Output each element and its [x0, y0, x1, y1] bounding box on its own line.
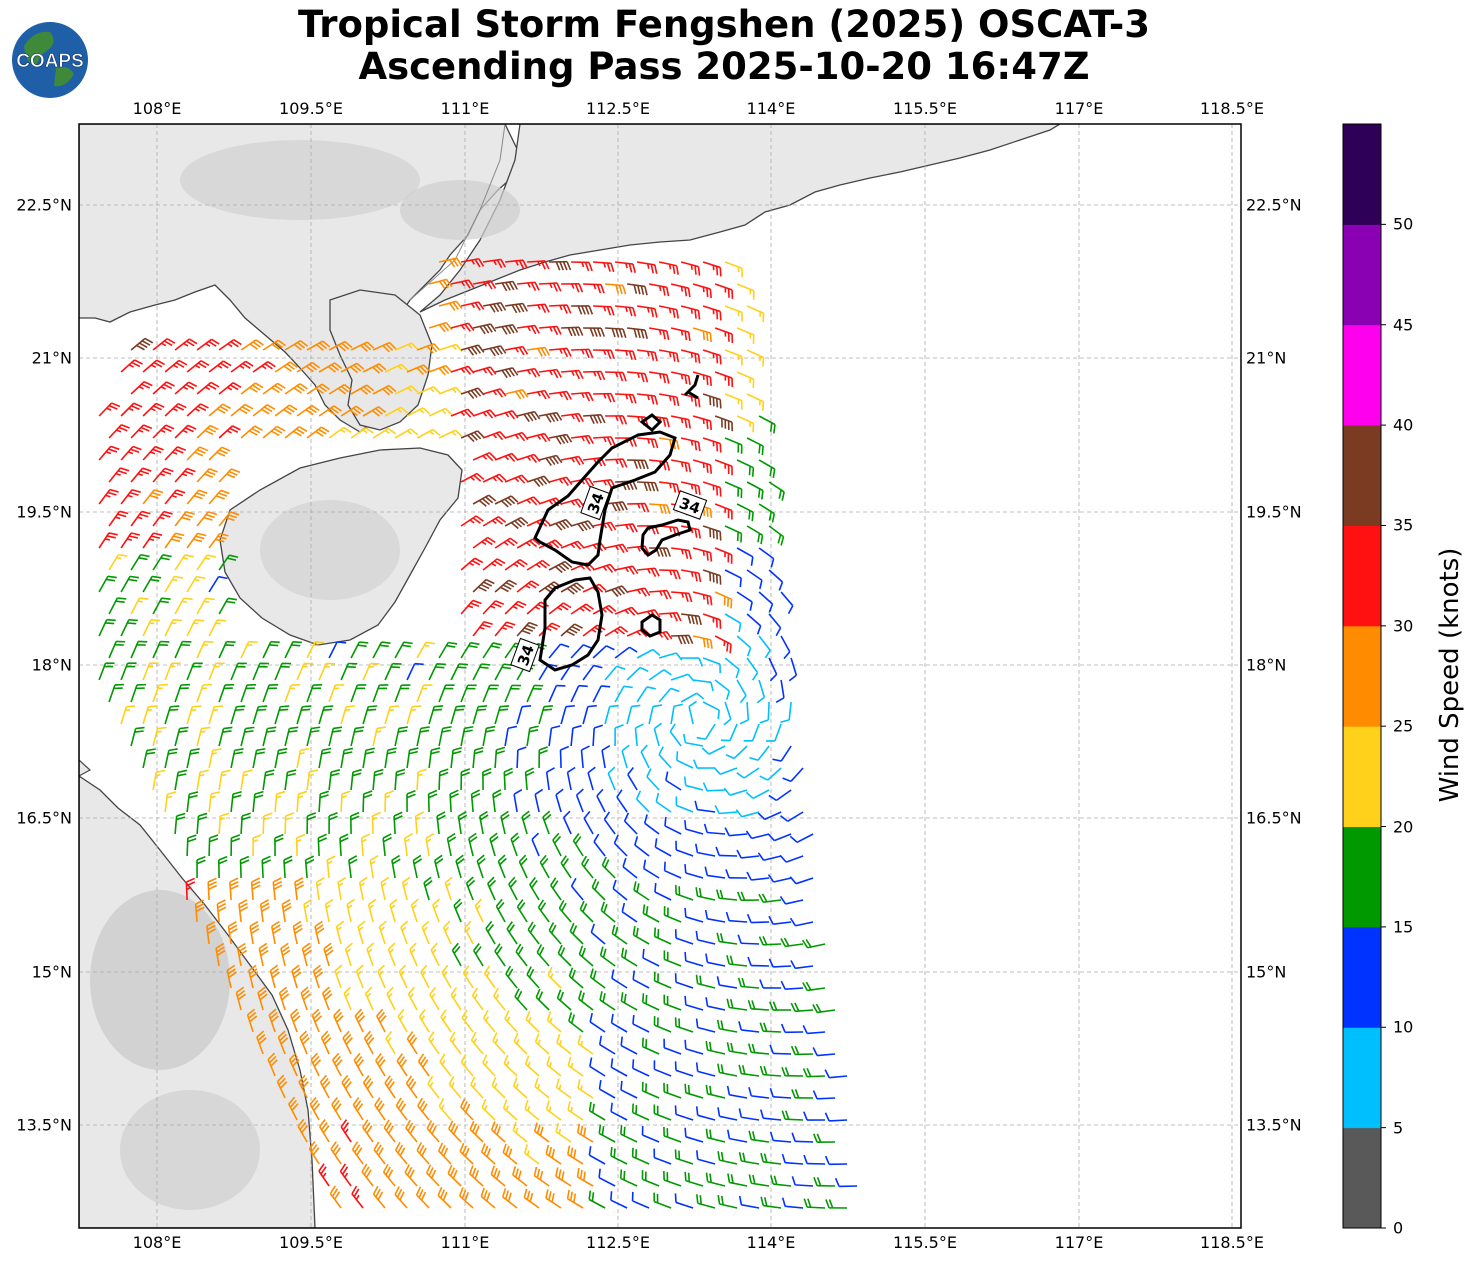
colorbar-segment	[1343, 1128, 1381, 1229]
lon-tick-top: 111°E	[441, 99, 490, 118]
lat-tick-left: 16.5°N	[16, 809, 72, 828]
lon-tick-top: 118.5°E	[1200, 99, 1264, 118]
colorbar-segment	[1343, 425, 1381, 526]
lon-tick-bottom: 118.5°E	[1200, 1233, 1264, 1252]
lat-tick-right: 22.5°N	[1246, 196, 1302, 215]
colorbar	[1343, 124, 1386, 1229]
colorbar-segment	[1343, 827, 1381, 928]
lon-tick-bottom: 115.5°E	[893, 1233, 957, 1252]
lat-tick-right: 13.5°N	[1246, 1116, 1302, 1135]
colorbar-tick: 35	[1393, 516, 1413, 535]
colorbar-tick: 45	[1393, 315, 1413, 334]
colorbar-segment	[1343, 927, 1381, 1028]
colorbar-tick: 25	[1393, 717, 1413, 736]
colorbar-tick: 20	[1393, 817, 1413, 836]
lon-tick-top: 112.5°E	[586, 99, 650, 118]
colorbar-tick: 5	[1393, 1118, 1403, 1137]
colorbar-segment	[1343, 626, 1381, 727]
lat-tick-right: 19.5°N	[1246, 503, 1302, 522]
colorbar-tick: 50	[1393, 215, 1413, 234]
colorbar-segment	[1343, 1027, 1381, 1128]
lon-tick-top: 108°E	[133, 99, 182, 118]
colorbar-label: Wind Speed (knots)	[1435, 548, 1465, 803]
lon-tick-top: 114°E	[747, 99, 796, 118]
lon-tick-top: 109.5°E	[279, 99, 343, 118]
lat-tick-left: 13.5°N	[16, 1116, 72, 1135]
colorbar-segment	[1343, 726, 1381, 827]
lon-tick-bottom: 117°E	[1055, 1233, 1104, 1252]
lat-tick-right: 15°N	[1246, 963, 1286, 982]
lon-tick-bottom: 114°E	[747, 1233, 796, 1252]
colorbar-segment	[1343, 224, 1381, 325]
lon-tick-bottom: 112.5°E	[586, 1233, 650, 1252]
colorbar-segment	[1343, 124, 1381, 225]
lon-tick-top: 115.5°E	[893, 99, 957, 118]
lat-tick-left: 15°N	[32, 963, 72, 982]
colorbar-tick: 10	[1393, 1018, 1413, 1037]
lon-tick-bottom: 109.5°E	[279, 1233, 343, 1252]
lon-tick-bottom: 111°E	[441, 1233, 490, 1252]
colorbar-segment	[1343, 525, 1381, 626]
lon-tick-top: 117°E	[1055, 99, 1104, 118]
lat-tick-right: 16.5°N	[1246, 809, 1302, 828]
lat-tick-left: 21°N	[32, 349, 72, 368]
colorbar-tick: 15	[1393, 917, 1413, 936]
colorbar-segment	[1343, 325, 1381, 426]
lat-tick-left: 18°N	[32, 656, 72, 675]
colorbar-tick: 30	[1393, 616, 1413, 635]
lon-tick-bottom: 108°E	[133, 1233, 182, 1252]
colorbar-tick: 0	[1393, 1219, 1403, 1238]
lat-tick-left: 19.5°N	[16, 503, 72, 522]
lat-tick-right: 21°N	[1246, 349, 1286, 368]
colorbar-tick: 40	[1393, 416, 1413, 435]
lat-tick-left: 22.5°N	[16, 196, 72, 215]
lat-tick-right: 18°N	[1246, 656, 1286, 675]
